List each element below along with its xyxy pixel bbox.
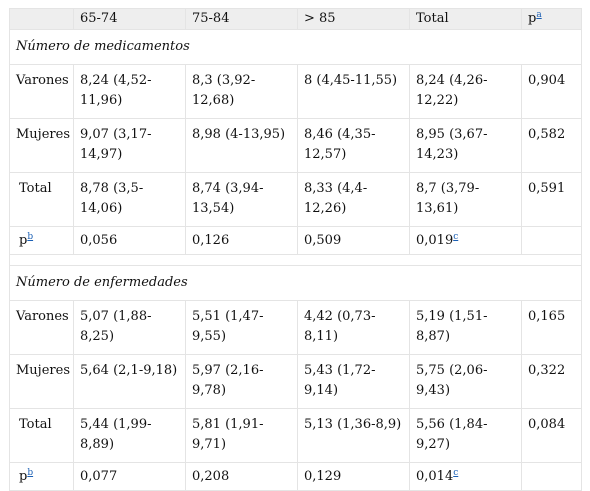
section-title: Número de enfermedades	[9, 265, 582, 301]
row-label: Total	[9, 172, 74, 227]
table-row: Total 5,44 (1,99-8,89) 5,81 (1,91-9,71) …	[9, 408, 582, 463]
row-label: Mujeres	[9, 354, 74, 409]
footnote-link-c[interactable]: c	[453, 232, 459, 242]
cell-65-74: 5,64 (2,1-9,18)	[73, 354, 186, 409]
cell-p: 0,165	[521, 300, 582, 355]
table-row: Mujeres 5,64 (2,1-9,18) 5,97 (2,16-9,78)…	[9, 354, 582, 409]
cell-75-84: 5,97 (2,16-9,78)	[185, 354, 298, 409]
row-label: Mujeres	[9, 118, 74, 173]
header-total: Total	[409, 8, 522, 30]
cell-75-84: 5,51 (1,47-9,55)	[185, 300, 298, 355]
p-label: p	[19, 233, 28, 248]
table-row: Mujeres 9,07 (3,17-14,97) 8,98 (4-13,95)…	[9, 118, 582, 173]
header-over-85: > 85	[297, 8, 410, 30]
header-p: pa	[521, 8, 582, 30]
p-value-row: pb 0,056 0,126 0,509 0,019c	[9, 226, 582, 255]
cell-65-74: 5,07 (1,88-8,25)	[73, 300, 186, 355]
cell-65-74: 8,78 (3,5-14,06)	[73, 172, 186, 227]
cell-p	[521, 226, 582, 255]
header-row: 65-74 75-84 > 85 Total pa	[9, 8, 582, 30]
footnote-link-a[interactable]: a	[536, 10, 542, 20]
cell-75-84: 8,3 (3,92-12,68)	[185, 64, 298, 119]
cell-over-85: 8 (4,45-11,55)	[297, 64, 410, 119]
footnote-link-b[interactable]: b	[27, 232, 34, 242]
statistics-table: 65-74 75-84 > 85 Total pa Número de medi…	[9, 8, 582, 491]
cell-65-74: 0,056	[73, 226, 186, 255]
cell-p: 0,591	[521, 172, 582, 227]
cell-total: 0,019c	[409, 226, 522, 255]
cell-total: 8,95 (3,67-14,23)	[409, 118, 522, 173]
cell-p: 0,322	[521, 354, 582, 409]
section-header-row: Número de medicamentos	[9, 29, 582, 65]
cell-over-85: 0,509	[297, 226, 410, 255]
footnote-link-b[interactable]: b	[27, 468, 34, 478]
cell-75-84: 0,126	[185, 226, 298, 255]
total-p-value: 0,019	[416, 233, 454, 248]
table-row: Total 8,78 (3,5-14,06) 8,74 (3,94-13,54)…	[9, 172, 582, 227]
spacer-row	[9, 254, 582, 266]
cell-over-85: 5,43 (1,72-9,14)	[297, 354, 410, 409]
row-label: Total	[9, 408, 74, 463]
cell-over-85: 8,46 (4,35-12,57)	[297, 118, 410, 173]
cell-total: 5,75 (2,06-9,43)	[409, 354, 522, 409]
row-label: pb	[9, 226, 74, 255]
footnote-link-c[interactable]: c	[453, 468, 459, 478]
cell-over-85: 8,33 (4,4-12,26)	[297, 172, 410, 227]
cell-total: 8,24 (4,26-12,22)	[409, 64, 522, 119]
cell-75-84: 8,74 (3,94-13,54)	[185, 172, 298, 227]
cell-p: 0,904	[521, 64, 582, 119]
row-label: Varones	[9, 300, 74, 355]
cell-65-74: 5,44 (1,99-8,89)	[73, 408, 186, 463]
spacer-cell	[9, 254, 582, 266]
cell-over-85: 4,42 (0,73-8,11)	[297, 300, 410, 355]
header-blank	[9, 8, 74, 30]
table-row: Varones 8,24 (4,52-11,96) 8,3 (3,92-12,6…	[9, 64, 582, 119]
table-row: Varones 5,07 (1,88-8,25) 5,51 (1,47-9,55…	[9, 300, 582, 355]
section-header-row: Número de enfermedades	[9, 265, 582, 301]
cell-total: 8,7 (3,79-13,61)	[409, 172, 522, 227]
cell-over-85: 5,13 (1,36-8,9)	[297, 408, 410, 463]
cell-75-84: 8,98 (4-13,95)	[185, 118, 298, 173]
header-p-label: p	[528, 11, 537, 26]
header-75-84: 75-84	[185, 8, 298, 30]
row-label: Varones	[9, 64, 74, 119]
cell-total: 5,19 (1,51-8,87)	[409, 300, 522, 355]
cell-65-74: 9,07 (3,17-14,97)	[73, 118, 186, 173]
section-title: Número de medicamentos	[9, 29, 582, 65]
cell-p: 0,084	[521, 408, 582, 463]
cell-75-84: 5,81 (1,91-9,71)	[185, 408, 298, 463]
cell-total: 5,56 (1,84-9,27)	[409, 408, 522, 463]
data-table-container: 65-74 75-84 > 85 Total pa Número de medi…	[9, 8, 582, 491]
cell-p: 0,582	[521, 118, 582, 173]
cell-65-74: 8,24 (4,52-11,96)	[73, 64, 186, 119]
header-65-74: 65-74	[73, 8, 186, 30]
